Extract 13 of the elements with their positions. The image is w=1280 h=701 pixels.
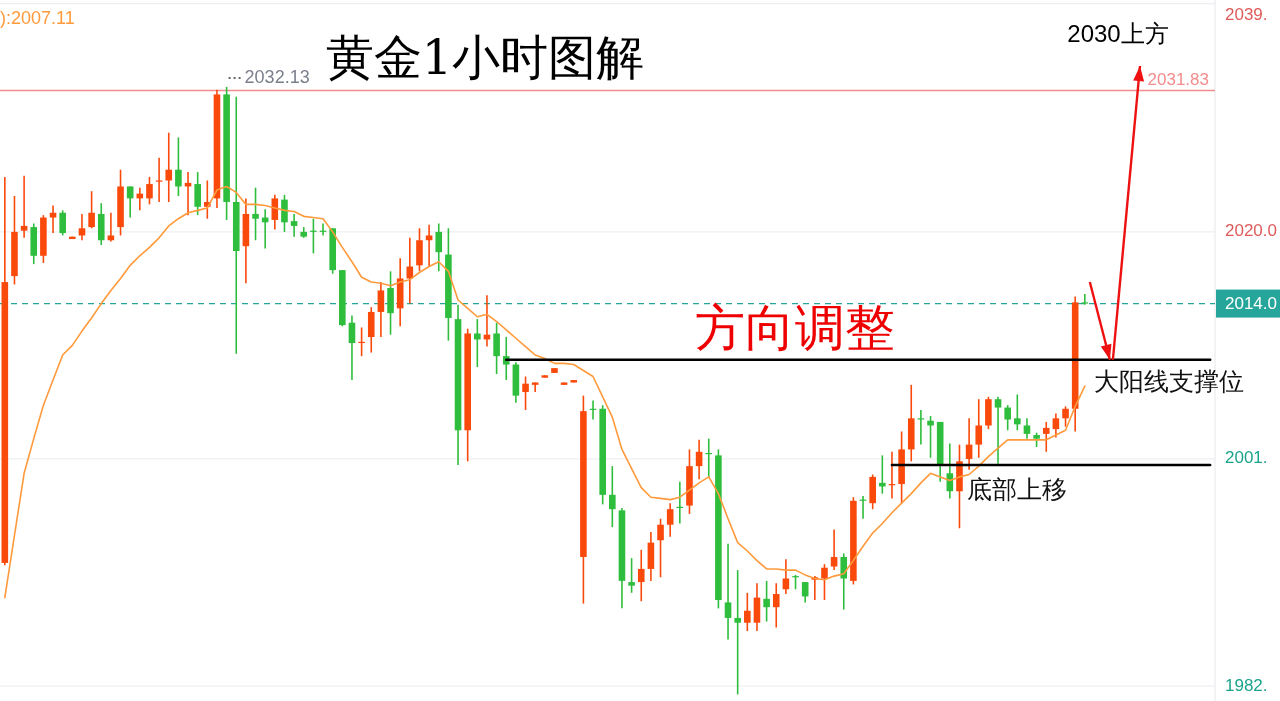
- text: 黄金1小时图解: [325, 29, 645, 85]
- annotation: 方向调整: [695, 299, 895, 357]
- annotation: 2032.13: [244, 66, 310, 87]
- annotation: 2030上方: [1067, 20, 1169, 47]
- annotation: ):2007.11: [0, 8, 75, 28]
- ref-line-label: 2031.83: [1147, 70, 1209, 90]
- y-tick-label: 2039.: [1225, 5, 1268, 25]
- y-tick-label: 2001.: [1225, 448, 1268, 468]
- y-tick-label: 1982.: [1225, 675, 1268, 695]
- series-label: 大阳线支撑位: [1093, 366, 1244, 396]
- series-label: 底部上移: [966, 474, 1067, 504]
- ref-line-label: 2014.0: [1225, 294, 1277, 314]
- y-tick-label: 2020.0: [1225, 221, 1277, 241]
